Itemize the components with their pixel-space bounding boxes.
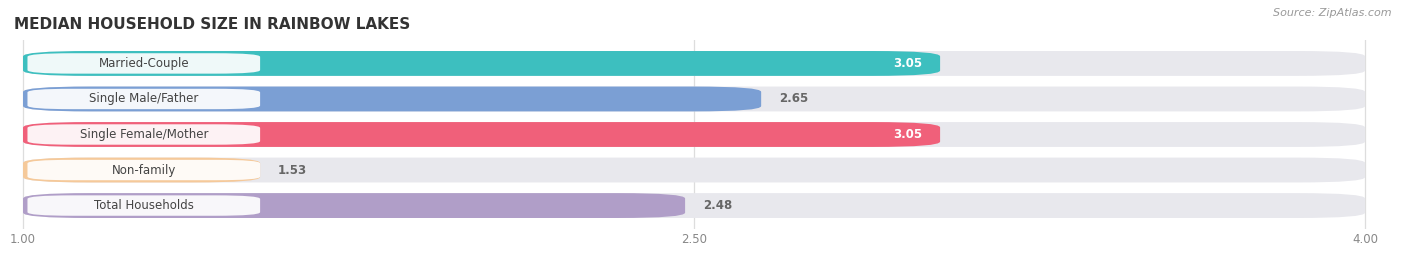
Text: 3.05: 3.05 bbox=[893, 128, 922, 141]
Text: Married-Couple: Married-Couple bbox=[98, 57, 190, 70]
FancyBboxPatch shape bbox=[22, 51, 941, 76]
FancyBboxPatch shape bbox=[28, 195, 260, 216]
Text: 1.53: 1.53 bbox=[278, 164, 307, 176]
FancyBboxPatch shape bbox=[22, 193, 1365, 218]
FancyBboxPatch shape bbox=[22, 158, 1365, 182]
FancyBboxPatch shape bbox=[22, 87, 1365, 111]
FancyBboxPatch shape bbox=[22, 158, 260, 182]
FancyBboxPatch shape bbox=[28, 124, 260, 145]
FancyBboxPatch shape bbox=[28, 160, 260, 180]
Text: 3.05: 3.05 bbox=[893, 57, 922, 70]
FancyBboxPatch shape bbox=[22, 122, 941, 147]
FancyBboxPatch shape bbox=[22, 51, 1365, 76]
Text: 2.48: 2.48 bbox=[703, 199, 733, 212]
FancyBboxPatch shape bbox=[22, 122, 1365, 147]
Text: Total Households: Total Households bbox=[94, 199, 194, 212]
FancyBboxPatch shape bbox=[22, 87, 761, 111]
Text: Single Male/Father: Single Male/Father bbox=[89, 93, 198, 105]
FancyBboxPatch shape bbox=[22, 193, 685, 218]
FancyBboxPatch shape bbox=[28, 53, 260, 74]
Text: Source: ZipAtlas.com: Source: ZipAtlas.com bbox=[1274, 8, 1392, 18]
FancyBboxPatch shape bbox=[28, 89, 260, 109]
Text: MEDIAN HOUSEHOLD SIZE IN RAINBOW LAKES: MEDIAN HOUSEHOLD SIZE IN RAINBOW LAKES bbox=[14, 17, 411, 32]
Text: 2.65: 2.65 bbox=[779, 93, 808, 105]
Text: Single Female/Mother: Single Female/Mother bbox=[80, 128, 208, 141]
Text: Non-family: Non-family bbox=[111, 164, 176, 176]
